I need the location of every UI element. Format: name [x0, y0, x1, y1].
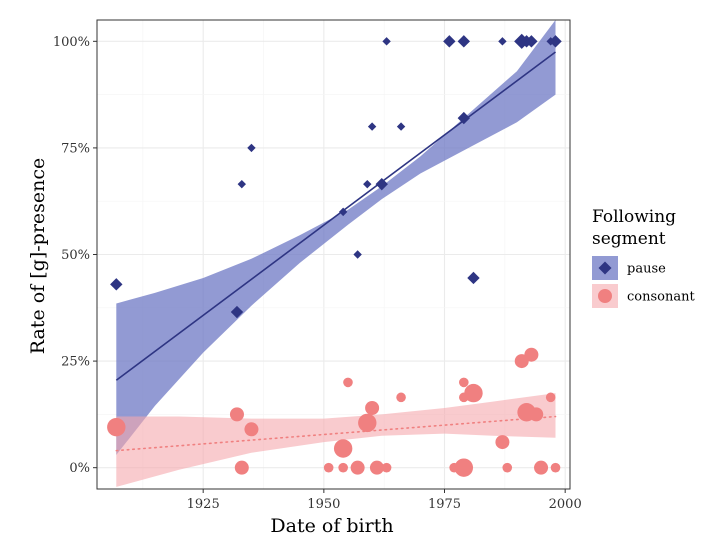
legend-title-line-1: Following — [592, 207, 676, 227]
y-tick-label: 50% — [61, 248, 90, 263]
consonant-point — [234, 460, 249, 475]
fit-lines — [115, 51, 557, 452]
consonant-point — [524, 347, 539, 362]
pause-point — [382, 37, 391, 46]
consonant-point — [454, 458, 474, 477]
pause-confidence-band — [116, 20, 556, 455]
pause-point — [457, 111, 471, 125]
pause-point — [338, 207, 348, 217]
consonant-point — [323, 462, 334, 473]
pause-point — [457, 35, 471, 48]
consonant-point — [502, 462, 513, 473]
y-tick-label: 0% — [69, 461, 90, 476]
x-tick-label: 1950 — [307, 497, 340, 512]
pause-point — [549, 35, 562, 48]
consonant-point — [381, 462, 392, 473]
consonant-confidence-band — [116, 393, 556, 487]
x-axis-ticks: 1925 1950 1975 2000 — [187, 489, 582, 512]
consonant-point — [358, 413, 377, 433]
pause-fit-line — [115, 51, 556, 381]
x-axis-title: Date of birth — [270, 515, 393, 537]
y-axis-ticks: 0% 25% 50% 75% 100% — [53, 35, 97, 476]
y-tick-label: 75% — [61, 141, 90, 156]
legend-item-pause: pause — [592, 256, 666, 280]
consonant-point — [333, 439, 353, 458]
legend-marker-consonant — [598, 289, 612, 303]
pause-point — [498, 37, 507, 46]
pause-point — [353, 250, 362, 259]
legend-label-pause: pause — [627, 262, 666, 277]
consonant-point — [343, 377, 353, 388]
x-tick-label: 1975 — [428, 497, 461, 512]
pause-point — [363, 179, 372, 189]
pause-point — [375, 177, 388, 191]
consonant-point — [369, 460, 384, 475]
consonant-point — [495, 435, 510, 450]
x-tick-label: 2000 — [549, 497, 582, 512]
y-tick-label: 25% — [61, 355, 90, 370]
y-tick-label: 100% — [53, 35, 90, 50]
data-points — [107, 33, 562, 477]
consonant-point — [550, 462, 561, 473]
legend: Following segment pause consonant — [592, 207, 695, 308]
consonant-point — [396, 392, 406, 403]
legend-item-consonant: consonant — [592, 284, 695, 308]
pause-point — [110, 278, 123, 291]
pause-point — [367, 122, 377, 131]
consonant-point — [338, 462, 348, 473]
x-tick-label: 1925 — [187, 497, 220, 512]
consonant-fit-line — [115, 415, 557, 452]
pause-point — [525, 35, 538, 48]
pause-point — [247, 143, 256, 153]
pause-point — [467, 271, 480, 285]
consonant-point — [244, 422, 259, 437]
consonant-point — [545, 392, 556, 403]
consonant-point — [534, 460, 549, 475]
legend-title-line-2: segment — [592, 229, 666, 249]
pause-point — [230, 305, 244, 319]
consonant-point — [365, 400, 380, 415]
pause-point — [396, 122, 406, 131]
consonant-point — [107, 417, 126, 437]
consonant-point — [229, 407, 244, 422]
confidence-bands — [116, 20, 556, 487]
consonant-point — [459, 377, 469, 388]
y-axis-title: Rate of [g]-presence — [27, 158, 49, 355]
pause-point — [443, 35, 456, 48]
legend-label-consonant: consonant — [627, 290, 695, 305]
legend-marker-pause — [598, 261, 612, 275]
consonant-point — [529, 407, 544, 422]
pause-point — [237, 179, 246, 189]
consonant-point — [350, 460, 365, 475]
consonant-point — [464, 383, 483, 403]
